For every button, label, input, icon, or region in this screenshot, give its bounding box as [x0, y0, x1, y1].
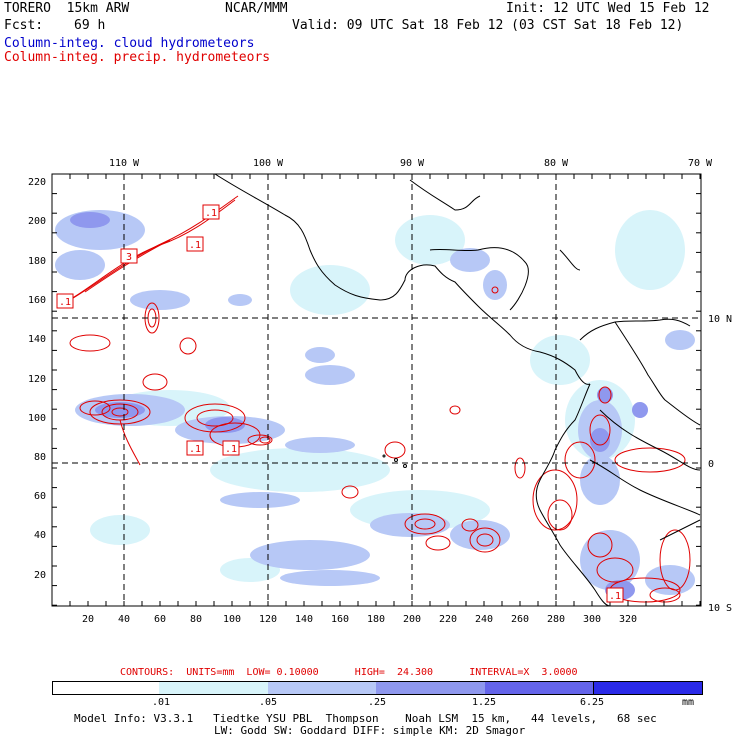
latlon-grid	[52, 174, 701, 606]
lat-label: 10 S	[708, 603, 732, 614]
colorbar-segment	[159, 681, 268, 695]
bottom-tick-label: 140	[295, 614, 313, 625]
left-tick-label: 120	[28, 374, 46, 385]
bottom-tick-label: 300	[583, 614, 601, 625]
legend-precip: Column-integ. precip. hydrometeors	[4, 50, 271, 65]
left-tick-label: 20	[34, 570, 46, 581]
lon-label: 70 W	[688, 158, 713, 169]
hydrometeor-shading	[55, 195, 695, 603]
fcst-value: 69 h	[74, 18, 106, 33]
left-tick-label: 160	[28, 295, 46, 306]
colorbar-units: mm	[682, 697, 695, 708]
center-label: NCAR/MMM	[225, 1, 288, 16]
colorbar-label: .01	[152, 697, 171, 708]
colorbar-segment	[485, 681, 593, 695]
contours-info: CONTOURS: UNITS=mm LOW= 0.10000 HIGH= 24…	[120, 667, 578, 678]
contour-label-boxes	[56, 204, 624, 603]
model-info-line1: Model Info: V3.3.1 Tiedtke YSU PBL Thomp…	[74, 712, 657, 725]
left-tick-label: 180	[28, 256, 46, 267]
bottom-tick-label: 20	[82, 614, 94, 625]
left-tick-label: 140	[28, 334, 46, 345]
lon-label: 110 W	[109, 158, 140, 169]
contour-label: .1	[59, 297, 71, 308]
colorbar-label: .25	[368, 697, 387, 708]
fcst-label: Fcst:	[4, 18, 44, 33]
bottom-tick-label: 240	[475, 614, 493, 625]
contour-label: .1	[189, 444, 201, 455]
bottom-tick-label: 180	[367, 614, 385, 625]
colorbar-label: 1.25	[472, 697, 497, 708]
contour-label: .1	[609, 591, 621, 602]
bottom-tick-label: 120	[259, 614, 277, 625]
left-tick-label: 220	[28, 177, 46, 188]
contour-label: 3	[126, 252, 132, 263]
contour-label: .1	[189, 240, 201, 251]
colorbar-label: 6.25	[580, 697, 605, 708]
bottom-tick-label: 200	[403, 614, 421, 625]
lat-label: 10 N	[708, 314, 732, 325]
left-tick-label: 60	[34, 491, 46, 502]
lon-label: 90 W	[400, 158, 425, 169]
bottom-tick-label: 100	[223, 614, 241, 625]
bottom-tick-label: 320	[619, 614, 637, 625]
bottom-tick-label: 40	[118, 614, 130, 625]
colorbar-label: .05	[259, 697, 278, 708]
bottom-tick-label: 60	[154, 614, 166, 625]
contour-label: .1	[225, 444, 237, 455]
left-tick-label: 40	[34, 530, 46, 541]
colorbar-segment	[376, 681, 485, 695]
legend-cloud: Column-integ. cloud hydrometeors	[4, 36, 255, 51]
left-tick-label: 80	[34, 452, 46, 463]
lat-label: 0	[708, 459, 714, 470]
bottom-tick-label: 280	[547, 614, 565, 625]
valid-time: Valid: 09 UTC Sat 18 Feb 12 (03 CST Sat …	[292, 18, 684, 33]
bottom-tick-label: 80	[190, 614, 202, 625]
lon-label: 100 W	[253, 158, 284, 169]
model-info-line2: LW: Godd SW: Goddard DIFF: simple KM: 2D…	[214, 724, 526, 737]
model-label: TORERO 15km ARW	[4, 1, 130, 16]
bottom-tick-label: 260	[511, 614, 529, 625]
bottom-tick-label: 160	[331, 614, 349, 625]
colorbar-segment	[268, 681, 376, 695]
colorbar-segment	[52, 681, 160, 695]
lon-label: 80 W	[544, 158, 569, 169]
left-tick-label: 100	[28, 413, 46, 424]
axis-ticks	[51, 173, 701, 606]
bottom-tick-label: 220	[439, 614, 457, 625]
left-tick-label: 200	[28, 216, 46, 227]
colorbar-segment	[593, 681, 703, 695]
init-time: Init: 12 UTC Wed 15 Feb 12	[506, 1, 710, 16]
contour-label: .1	[205, 208, 217, 219]
coastlines	[214, 174, 701, 606]
